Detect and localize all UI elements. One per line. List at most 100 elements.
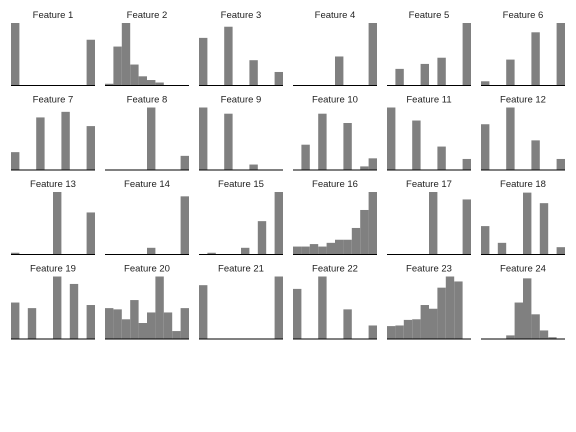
bar (429, 192, 438, 254)
bar (531, 314, 540, 339)
panel-6: Feature 6 (481, 10, 565, 86)
panel-18: Feature 18 (481, 179, 565, 255)
bar (138, 323, 147, 339)
bar (412, 319, 421, 339)
bar (147, 247, 156, 254)
bar (180, 196, 189, 254)
panel-2: Feature 2 (105, 10, 189, 86)
bar (539, 330, 549, 339)
bar (318, 246, 327, 254)
bar (105, 83, 114, 85)
panel-title: Feature 4 (315, 10, 356, 21)
bar (514, 302, 523, 339)
bar (224, 26, 233, 85)
panel-title: Feature 2 (127, 10, 168, 21)
bar (53, 276, 62, 339)
bar (53, 192, 62, 254)
bar (506, 59, 515, 85)
bar (523, 278, 532, 339)
bar (360, 166, 369, 170)
bar (274, 276, 283, 339)
bar (368, 158, 377, 170)
panel-title: Feature 18 (500, 179, 546, 190)
bar (121, 319, 131, 339)
bar (155, 82, 164, 85)
panel-1: Feature 1 (11, 10, 95, 86)
panel-title: Feature 16 (312, 179, 358, 190)
bar (249, 60, 258, 85)
bar (130, 300, 139, 339)
bar (481, 124, 490, 170)
bar (130, 64, 139, 85)
bar (241, 247, 250, 254)
bar (69, 283, 79, 339)
bar (249, 164, 258, 170)
panel-title: Feature 6 (503, 10, 544, 21)
panel-title: Feature 14 (124, 179, 170, 190)
bar (368, 325, 377, 339)
bar (523, 192, 532, 254)
panel-14: Feature 14 (105, 179, 189, 255)
bar (207, 252, 216, 254)
panel-title: Feature 15 (218, 179, 264, 190)
bar (27, 308, 37, 339)
bar (539, 203, 549, 254)
bar (506, 107, 515, 170)
panel-title: Feature 9 (221, 95, 262, 106)
bar (61, 111, 70, 170)
panel-16: Feature 16 (293, 179, 377, 255)
bar (556, 247, 565, 254)
bar (113, 46, 122, 85)
bar (506, 335, 515, 339)
bar (86, 126, 95, 170)
bar (420, 63, 429, 85)
bar (481, 226, 490, 254)
bar (138, 76, 147, 85)
bar (11, 23, 20, 85)
bar (11, 152, 20, 170)
panel-title: Feature 10 (312, 95, 358, 106)
bar (105, 308, 114, 339)
panel-5: Feature 5 (387, 10, 471, 86)
bar (531, 32, 540, 85)
panel-17: Feature 17 (387, 179, 471, 255)
bar (462, 158, 471, 170)
bar (395, 68, 404, 85)
bar (343, 239, 352, 254)
bar (163, 312, 173, 339)
panel-7: Feature 7 (11, 95, 95, 171)
bar (360, 209, 369, 254)
bar (274, 192, 283, 254)
panel-21: Feature 21 (199, 264, 283, 340)
panel-11: Feature 11 (387, 95, 471, 171)
panel-title: Feature 21 (218, 264, 264, 275)
bar (301, 246, 310, 254)
panel-23: Feature 23 (387, 264, 471, 340)
panel-title: Feature 23 (406, 264, 452, 275)
bar (420, 305, 429, 339)
panel-title: Feature 22 (312, 264, 358, 275)
panel-3: Feature 3 (199, 10, 283, 86)
panel-title: Feature 7 (33, 95, 74, 106)
bar (335, 56, 344, 85)
panel-13: Feature 13 (11, 179, 95, 255)
panel-title: Feature 11 (406, 95, 451, 106)
bar (86, 305, 95, 339)
bar (481, 81, 490, 85)
bar (155, 276, 164, 339)
panel-10: Feature 10 (293, 95, 377, 171)
panel-9: Feature 9 (199, 95, 283, 171)
bar (293, 288, 302, 339)
panel-12: Feature 12 (481, 95, 565, 171)
panel-title: Feature 3 (221, 10, 262, 21)
bar (343, 309, 352, 339)
panel-title: Feature 8 (127, 95, 168, 106)
panel-title: Feature 19 (30, 264, 76, 275)
panel-20: Feature 20 (105, 264, 189, 340)
bar (180, 308, 189, 339)
panel-title: Feature 5 (409, 10, 450, 21)
bar (497, 242, 507, 254)
bar (395, 325, 404, 339)
